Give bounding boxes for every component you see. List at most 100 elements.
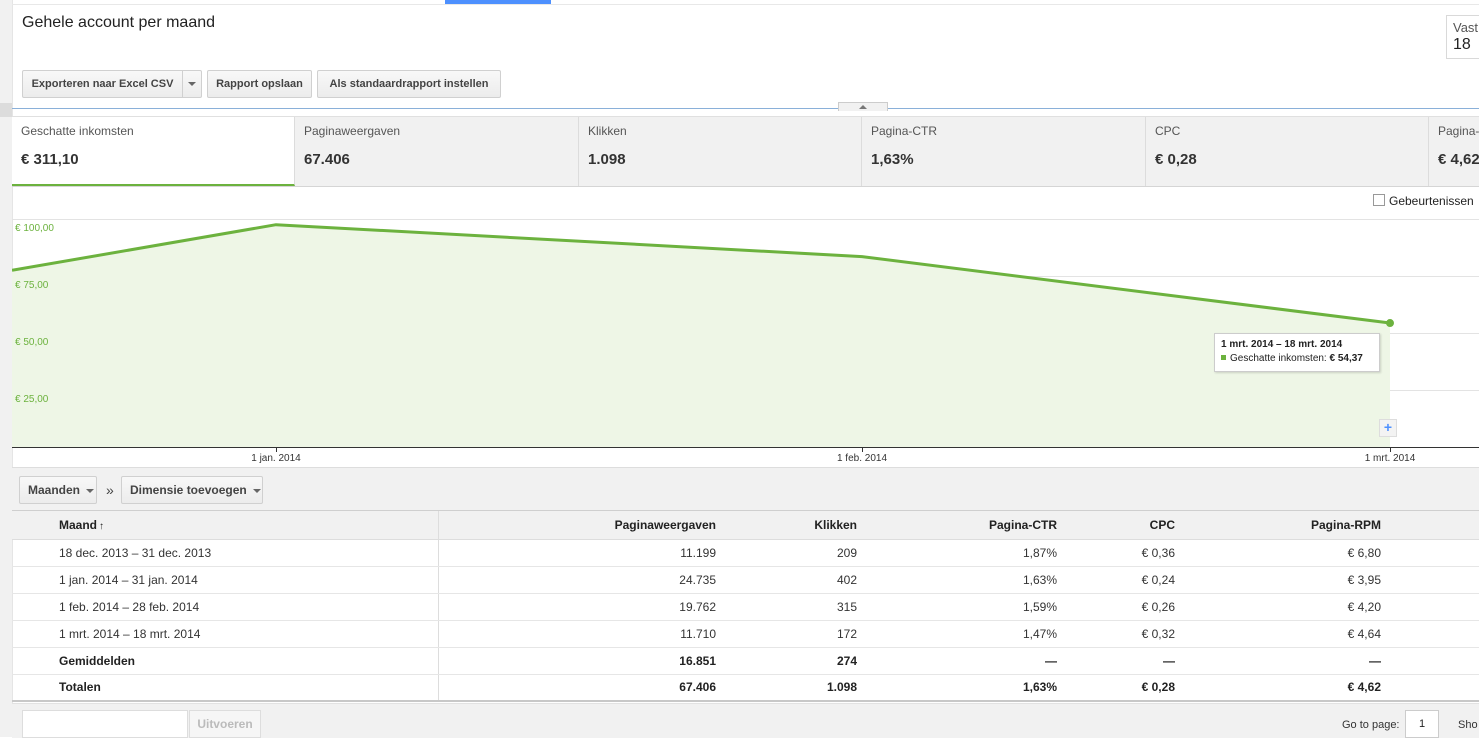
metric-value: € 4,62 xyxy=(1438,151,1479,168)
chevron-down-icon xyxy=(188,82,196,87)
column-header-page-rpm[interactable]: Pagina-RPM xyxy=(1175,511,1381,540)
cell-pageviews: 11.199 xyxy=(438,539,716,567)
cell-pageviews: 16.851 xyxy=(438,647,716,675)
cell-page-rpm: € 4,62 xyxy=(1175,674,1381,702)
cell-label: Gemiddelden xyxy=(12,647,439,675)
metric-label: CPC xyxy=(1155,124,1181,138)
cell-page-ctr: 1,59% xyxy=(857,593,1057,621)
tooltip-series-label: Geschatte inkomsten: xyxy=(1230,353,1327,364)
metric-tab-page-rpm[interactable]: Pagina- € 4,62 xyxy=(1429,117,1479,186)
cell-page-rpm: € 6,80 xyxy=(1175,539,1381,567)
cell-filler xyxy=(1381,539,1479,567)
months-label: Maanden xyxy=(28,483,81,497)
events-toggle[interactable]: Gebeurtenissen xyxy=(1373,194,1474,208)
page-number-input[interactable]: 1 xyxy=(1405,710,1439,738)
collapse-chart-button[interactable] xyxy=(838,102,888,111)
cell-page-rpm: € 3,95 xyxy=(1175,566,1381,594)
active-tab-notch xyxy=(146,180,158,184)
cell-page-ctr: 1,47% xyxy=(857,620,1057,648)
table-row: 18 dec. 2013 – 31 dec. 2013 11.199 209 1… xyxy=(12,539,1479,567)
x-tick-label: 1 feb. 2014 xyxy=(837,453,887,464)
cell-cpc: — xyxy=(1057,647,1175,675)
cell-page-ctr: 1,63% xyxy=(857,566,1057,594)
table-footer: Uitvoeren Go to page: 1 Sho xyxy=(12,703,1479,738)
cell-cpc: € 0,36 xyxy=(1057,539,1175,567)
cell-page-ctr: 1,87% xyxy=(857,539,1057,567)
metric-label: Pagina- xyxy=(1438,124,1479,138)
run-button[interactable]: Uitvoeren xyxy=(189,710,261,738)
show-rows-label: Sho xyxy=(1458,719,1478,731)
export-dropdown-button[interactable] xyxy=(182,70,202,98)
tooltip-value: € 54,37 xyxy=(1329,353,1363,364)
goto-page-label: Go to page: xyxy=(1342,719,1400,731)
cell-page-rpm: € 4,64 xyxy=(1175,620,1381,648)
cell-pageviews: 67.406 xyxy=(438,674,716,702)
section-divider xyxy=(12,108,1479,109)
cell-clicks: 1.098 xyxy=(716,674,857,702)
cell-filler xyxy=(1381,620,1479,648)
chevron-down-icon xyxy=(86,488,95,493)
x-tick-label: 1 jan. 2014 xyxy=(251,453,301,464)
months-dropdown[interactable]: Maanden xyxy=(19,476,97,504)
metric-tab-cpc[interactable]: CPC € 0,28 xyxy=(1146,117,1429,186)
cell-month: 1 jan. 2014 – 31 jan. 2014 xyxy=(12,566,439,594)
metric-value: 1.098 xyxy=(588,151,626,168)
add-annotation-button[interactable]: + xyxy=(1379,419,1397,437)
metric-tab-estimated-earnings[interactable]: Geschatte inkomsten € 311,10 xyxy=(12,117,295,186)
cell-filler xyxy=(1381,647,1479,675)
column-header-pageviews[interactable]: Paginaweergaven xyxy=(438,511,716,540)
cell-page-ctr: — xyxy=(857,647,1057,675)
cell-clicks: 209 xyxy=(716,539,857,567)
cell-filler xyxy=(1381,566,1479,594)
cell-label: Totalen xyxy=(12,674,439,702)
cell-pageviews: 19.762 xyxy=(438,593,716,621)
metric-tab-clicks[interactable]: Klikken 1.098 xyxy=(579,117,862,186)
series-line xyxy=(12,223,1391,325)
cell-filler xyxy=(1381,674,1479,702)
x-tick-label: 1 mrt. 2014 xyxy=(1365,453,1416,464)
metric-value: 67.406 xyxy=(304,151,350,168)
date-range-label: Vast xyxy=(1453,20,1479,35)
events-checkbox[interactable] xyxy=(1373,194,1385,206)
page-title: Gehele account per maand xyxy=(22,14,216,31)
earnings-chart: € 100,00 € 75,00 € 50,00 € 25,00 1 jan. 2014… xyxy=(12,219,1479,464)
metric-tabs: Geschatte inkomsten € 311,10 Paginaweerg… xyxy=(12,116,1479,187)
export-csv-button[interactable]: Exporteren naar Excel CSV xyxy=(22,70,183,98)
dimension-bar: Maanden » Dimensie toevoegen xyxy=(12,467,1479,511)
metric-label: Geschatte inkomsten xyxy=(21,124,134,138)
set-default-report-button[interactable]: Als standaardrapport instellen xyxy=(317,70,501,98)
metric-tab-pageviews[interactable]: Paginaweergaven 67.406 xyxy=(295,117,579,186)
sidebar-collapse-handle[interactable] xyxy=(0,103,12,117)
cell-filler xyxy=(1381,593,1479,621)
events-label: Gebeurtenissen xyxy=(1389,194,1474,208)
metric-label: Klikken xyxy=(588,124,627,138)
add-dimension-label: Dimensie toevoegen xyxy=(130,483,247,497)
column-header-cpc[interactable]: CPC xyxy=(1057,511,1175,540)
column-header-page-ctr[interactable]: Pagina-CTR xyxy=(857,511,1057,540)
cell-clicks: 315 xyxy=(716,593,857,621)
metric-label: Paginaweergaven xyxy=(304,124,401,138)
date-range-picker[interactable]: Vast 18 xyxy=(1446,15,1479,59)
add-dimension-dropdown[interactable]: Dimensie toevoegen xyxy=(121,476,263,504)
save-report-button[interactable]: Rapport opslaan xyxy=(207,70,312,98)
cell-page-rpm: € 4,20 xyxy=(1175,593,1381,621)
active-tab-indicator xyxy=(445,0,551,4)
table-row: 1 jan. 2014 – 31 jan. 2014 24.735 402 1,… xyxy=(12,566,1479,594)
metric-tab-page-ctr[interactable]: Pagina-CTR 1,63% xyxy=(862,117,1146,186)
breadcrumb-separator: » xyxy=(106,482,114,498)
cell-month: 18 dec. 2013 – 31 dec. 2013 xyxy=(12,539,439,567)
filter-input[interactable] xyxy=(22,710,188,738)
cell-cpc: € 0,32 xyxy=(1057,620,1175,648)
column-header-month[interactable]: Maand ↑ xyxy=(12,511,439,540)
column-header-clicks[interactable]: Klikken xyxy=(716,511,857,540)
cell-cpc: € 0,28 xyxy=(1057,674,1175,702)
cell-month: 1 mrt. 2014 – 18 mrt. 2014 xyxy=(12,620,439,648)
report-table: Maand ↑ Paginaweergaven Klikken Pagina-CT… xyxy=(12,511,1479,702)
metric-value: 1,63% xyxy=(871,151,914,168)
series-swatch xyxy=(1221,355,1226,360)
y-tick-label: € 25,00 xyxy=(15,394,49,405)
cell-clicks: 402 xyxy=(716,566,857,594)
top-divider xyxy=(12,4,1479,5)
cell-pageviews: 11.710 xyxy=(438,620,716,648)
data-point xyxy=(1386,319,1394,328)
